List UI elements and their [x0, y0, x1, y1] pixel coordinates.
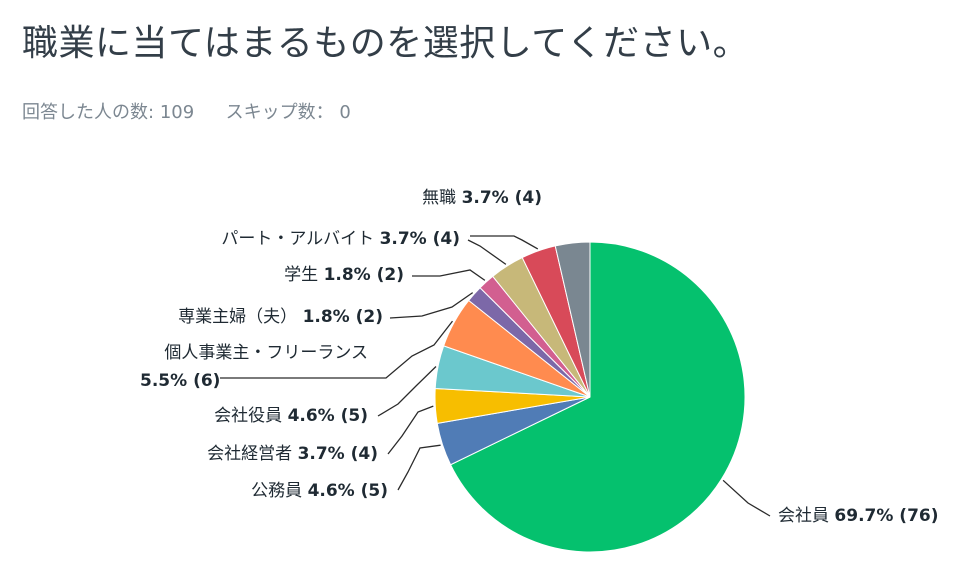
- skipped-label: スキップ数：: [225, 102, 334, 123]
- skipped-count: 0: [339, 102, 351, 123]
- leader-line: [389, 292, 474, 319]
- leader-line: [397, 444, 441, 491]
- leader-line: [470, 235, 539, 250]
- slice-label: 会社員 69.7% (76): [778, 506, 939, 526]
- slice-value-label: 4.6% (5): [308, 481, 388, 501]
- slice-name: 無職: [422, 188, 461, 208]
- response-stats: 回答した人の数: 109 スキップ数： 0: [22, 98, 351, 124]
- slice-name: 会社員: [778, 506, 834, 526]
- slice-name: 専業主婦（夫）: [178, 307, 302, 327]
- slice-value-label: 3.7% (4): [462, 188, 542, 208]
- slice-name: パート・アルバイト: [221, 229, 379, 249]
- leader-line: [722, 479, 771, 517]
- leader-line: [377, 366, 437, 417]
- leader-line: [387, 405, 434, 455]
- question-title: 職業に当てはまるものを選択してください。: [22, 23, 750, 64]
- leader-line: [412, 269, 486, 281]
- slice-label: 個人事業主・フリーランス: [164, 343, 368, 363]
- slice-label: パート・アルバイト 3.7% (4): [221, 229, 460, 249]
- slice-name: 学生: [284, 265, 323, 285]
- leader-line: [220, 320, 454, 379]
- slice-value-label: 1.8% (2): [303, 307, 383, 327]
- slice-label: 学生 1.8% (2): [284, 265, 404, 285]
- slice-value-label: 3.7% (4): [298, 444, 378, 464]
- slice-value-label: 69.7% (76): [834, 506, 938, 526]
- slice-value-label: 3.7% (4): [380, 229, 460, 249]
- slice-value-label: 5.5% (6): [140, 371, 220, 391]
- slice-name: 会社役員: [214, 406, 287, 426]
- slice-label: 会社役員 4.6% (5): [214, 406, 368, 426]
- slice-label: 会社経営者 3.7% (4): [207, 444, 378, 464]
- slice-label: 公務員 4.6% (5): [251, 481, 388, 501]
- pie-slice[interactable]: [449, 241, 746, 553]
- slice-name: 公務員: [251, 481, 307, 501]
- leader-line: [467, 239, 507, 265]
- slice-value-label: 1.8% (2): [324, 265, 404, 285]
- slice-value-label: 4.6% (5): [288, 406, 368, 426]
- pie-slice[interactable]: [554, 241, 591, 398]
- answered-count: 109: [159, 102, 195, 123]
- answered-label: 回答した人の数:: [22, 102, 155, 123]
- slice-label: 専業主婦（夫） 1.8% (2): [178, 307, 383, 327]
- slice-label: 無職 3.7% (4): [422, 188, 542, 208]
- slice-name: 会社経営者: [207, 444, 297, 464]
